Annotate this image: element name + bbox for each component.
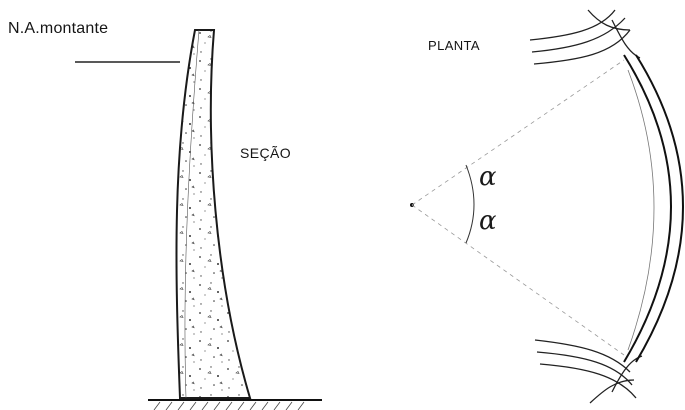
- dam-body: [175, 29, 252, 399]
- radial-line-upper: [411, 59, 625, 206]
- plan-label: PLANTA: [428, 38, 481, 53]
- angle-arc: [465, 164, 475, 244]
- ground-hatching: [153, 401, 305, 410]
- arch-downstream-face: [635, 54, 684, 363]
- radial-line-lower: [411, 204, 625, 356]
- angle-label-upper: α: [479, 162, 497, 192]
- lower-abutment-contours: [534, 339, 643, 404]
- section-label: SEÇÃO: [240, 145, 292, 161]
- dam-section: [75, 29, 322, 410]
- arch-axis: [627, 69, 655, 351]
- water-level-label: N.A.montante: [8, 20, 109, 37]
- angle-label-lower: α: [479, 206, 497, 236]
- upper-abutment-contours: [529, 9, 641, 65]
- dam-plan: [410, 9, 684, 404]
- arch-upstream-face: [623, 54, 672, 363]
